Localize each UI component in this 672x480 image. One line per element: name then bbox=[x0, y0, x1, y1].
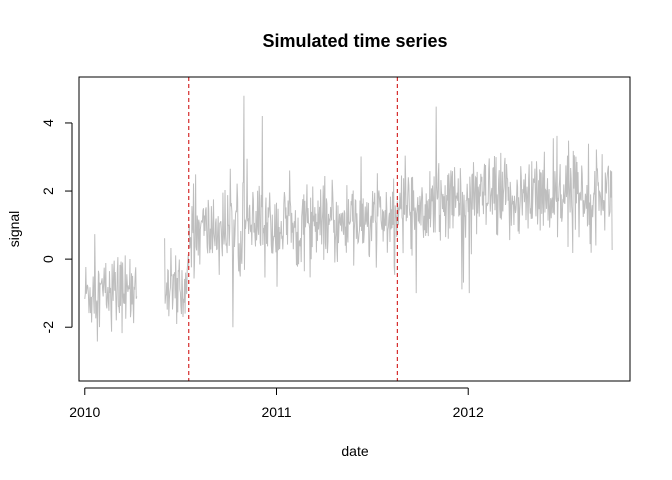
x-tick-label: 2011 bbox=[261, 404, 291, 420]
x-axis-label: date bbox=[341, 443, 368, 459]
y-axis-label: signal bbox=[6, 211, 22, 248]
series-line bbox=[85, 234, 137, 341]
series-line bbox=[164, 239, 189, 324]
series-line bbox=[397, 107, 612, 294]
chart-title: Simulated time series bbox=[262, 31, 447, 51]
series-layer bbox=[85, 96, 612, 342]
x-tick-label: 2010 bbox=[69, 404, 100, 420]
y-tick-label: 0 bbox=[40, 255, 56, 263]
x-tick-label: 2012 bbox=[453, 404, 484, 420]
series-line bbox=[189, 96, 398, 327]
y-axis: -2 0 2 4 bbox=[40, 119, 72, 334]
y-tick-label: 4 bbox=[40, 119, 56, 127]
plot-area bbox=[79, 77, 630, 381]
x-axis: 2010 2011 2012 bbox=[69, 388, 484, 420]
y-tick-label: -2 bbox=[40, 321, 56, 334]
y-tick-label: 2 bbox=[40, 187, 56, 195]
